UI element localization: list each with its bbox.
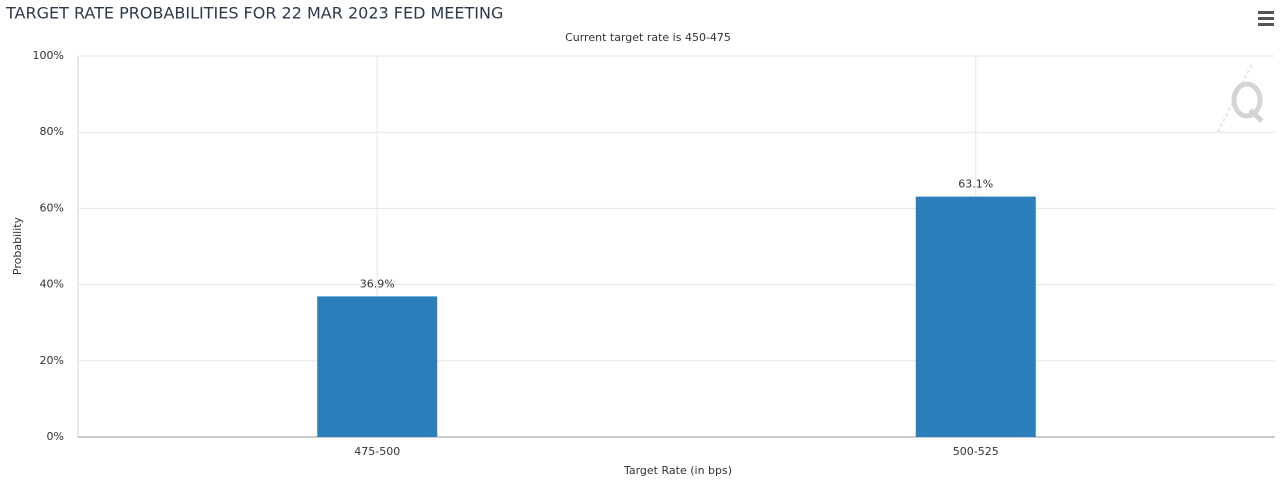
bar xyxy=(915,196,1036,437)
data-label: 63.1% xyxy=(958,178,993,191)
y-tick-label: 0% xyxy=(47,430,64,443)
x-axis-label: Target Rate (in bps) xyxy=(623,464,732,477)
logo xyxy=(1217,63,1264,133)
menu-button[interactable] xyxy=(1258,11,1274,26)
y-tick-label: 80% xyxy=(40,125,64,138)
bar xyxy=(317,296,438,437)
x-tick-label: 475-500 xyxy=(354,445,400,458)
x-tick-label: 500-525 xyxy=(953,445,999,458)
y-tick-label: 60% xyxy=(40,201,64,214)
data-label: 36.9% xyxy=(360,277,395,290)
y-axis-label: Probability xyxy=(11,216,24,275)
y-tick-label: 20% xyxy=(40,354,64,367)
chart-title: TARGET RATE PROBABILITIES FOR 22 MAR 202… xyxy=(5,4,503,23)
chart-subtitle: Current target rate is 450-475 xyxy=(565,31,731,44)
y-tick-label: 40% xyxy=(40,278,64,291)
y-tick-label: 100% xyxy=(33,49,64,62)
